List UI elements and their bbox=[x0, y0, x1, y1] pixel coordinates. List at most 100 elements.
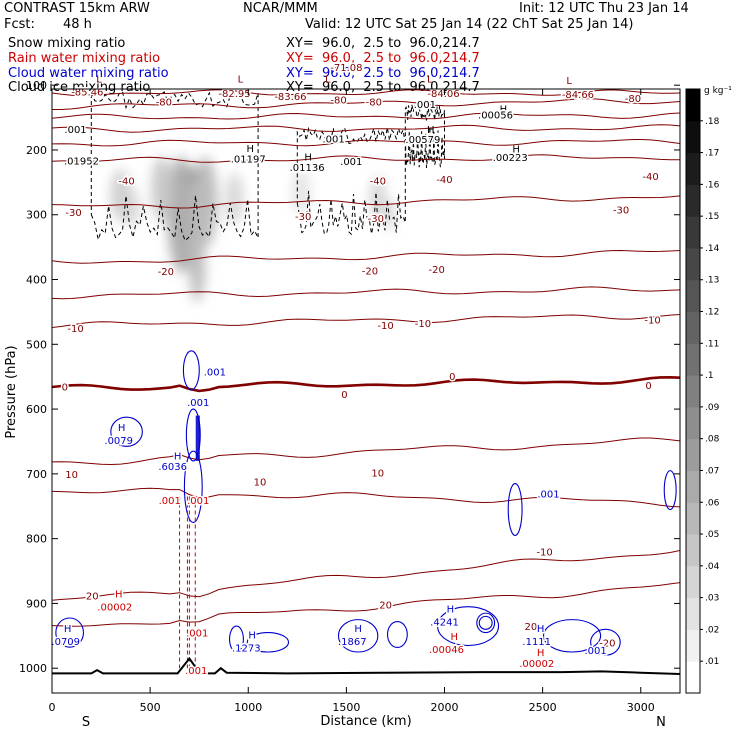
colorbar-swatch bbox=[686, 184, 700, 216]
cloud-ice-label: .001 bbox=[414, 100, 436, 111]
isotherm-label: -30 bbox=[368, 214, 384, 225]
colorbar-tick-label: .02 bbox=[705, 625, 719, 635]
isotherm-line bbox=[52, 438, 680, 465]
x-axis-title: Distance (km) bbox=[320, 714, 411, 729]
isotherm-label: 0 bbox=[341, 390, 347, 401]
cloud-water-label: H bbox=[447, 605, 455, 616]
isotherm-label: 10 bbox=[254, 478, 267, 489]
colorbar-tick-label: .13 bbox=[705, 276, 719, 286]
cloud-ice-label: .01197 bbox=[231, 154, 266, 165]
colorbar-tick-label: .05 bbox=[705, 530, 719, 540]
colorbar-swatch bbox=[686, 280, 700, 312]
x-tick-label: 500 bbox=[140, 701, 161, 714]
cloud-water-label: H bbox=[118, 423, 126, 434]
cloud-water-contour bbox=[479, 616, 492, 629]
isotherm-line bbox=[52, 196, 680, 208]
plot-frame bbox=[52, 89, 680, 693]
snow-shade-blob bbox=[151, 156, 172, 221]
isotherm-label: -82.95 bbox=[218, 89, 250, 100]
rain-water-label: .001 bbox=[187, 496, 209, 507]
cloud-water-label: .6036 bbox=[158, 462, 187, 473]
cloud-water-contour bbox=[183, 351, 199, 390]
y-tick-label: 100 bbox=[26, 79, 47, 92]
cloud-water-label: .001 bbox=[204, 368, 226, 379]
isotherm-label: -10 bbox=[67, 324, 83, 335]
cloud-ice-label: .01952 bbox=[64, 156, 99, 167]
colorbar-tick-label: .01 bbox=[705, 657, 719, 667]
cloud-water-label: H bbox=[64, 624, 72, 635]
isotherm-line bbox=[52, 377, 680, 391]
y-tick-label: 1000 bbox=[19, 662, 47, 675]
rain-water-label: H bbox=[115, 590, 123, 601]
snow-shading-layer bbox=[110, 156, 395, 302]
isotherm-label: -10 bbox=[536, 548, 552, 559]
y-tick-label: 200 bbox=[26, 144, 47, 157]
terrain-surface bbox=[52, 659, 680, 675]
cloud-ice-label: .001 bbox=[64, 125, 86, 136]
colorbar-swatch bbox=[686, 153, 700, 185]
cloud-water-label: H bbox=[537, 624, 545, 635]
cloud-water-label: .001 bbox=[187, 398, 209, 409]
colorbar-swatch bbox=[686, 121, 700, 153]
isotherm-contours bbox=[52, 90, 680, 627]
isotherm-label: -71.08 bbox=[330, 63, 362, 74]
isotherm-line bbox=[52, 140, 680, 146]
isotherm-label: -83.66 bbox=[274, 92, 306, 103]
extremum-marker: L bbox=[427, 75, 433, 86]
isotherm-label: -80 bbox=[625, 94, 641, 105]
colorbar-swatch bbox=[686, 629, 700, 661]
cloud-water-label: H bbox=[354, 624, 362, 635]
north-end-label: N bbox=[656, 715, 666, 730]
isotherm-label: -40 bbox=[370, 176, 386, 187]
isotherm-label: -40 bbox=[118, 176, 134, 187]
cloud-water-contour bbox=[388, 622, 408, 648]
cloud-water-label: .0079 bbox=[104, 436, 133, 447]
isotherm-label: 0 bbox=[645, 381, 651, 392]
extremum-marker: L bbox=[96, 75, 102, 86]
colorbar-swatch bbox=[686, 248, 700, 280]
contour-labels: -71.08 -85.46 -80 -82.95 -83.66 -80 -80 -84.06 -… bbox=[51, 63, 660, 677]
colorbar-tick-label: .1 bbox=[705, 371, 714, 381]
isotherm-label: -40 bbox=[642, 172, 658, 183]
isotherm-line bbox=[52, 113, 680, 119]
isotherm-label: -30 bbox=[65, 208, 81, 219]
colorbar-unit: g kg⁻¹ bbox=[704, 86, 732, 96]
colorbar-swatch bbox=[686, 89, 700, 121]
cloud-water-label: .1111 bbox=[522, 637, 551, 648]
isotherm-label: -80 bbox=[156, 97, 172, 108]
isotherm-line bbox=[52, 125, 680, 133]
rain-water-label: .00002 bbox=[519, 659, 554, 670]
isotherm-line bbox=[52, 488, 680, 507]
rain-water-label: .001 bbox=[185, 666, 207, 677]
cloud-ice-label: .00223 bbox=[493, 153, 528, 164]
isotherm-label: -40 bbox=[436, 175, 452, 186]
colorbar-swatch bbox=[686, 216, 700, 248]
cloud-water-contours bbox=[56, 351, 676, 655]
cloud-water-label: H bbox=[174, 452, 182, 463]
isotherm-label: 0 bbox=[62, 382, 68, 393]
cloud-water-label: .1867 bbox=[338, 637, 367, 648]
rain-water-label: H bbox=[451, 632, 459, 643]
isotherm-label: 10 bbox=[65, 470, 78, 481]
isotherm-label: -10 bbox=[377, 321, 393, 332]
isotherm-label: 10 bbox=[371, 469, 384, 480]
colorbar-tick-label: .09 bbox=[705, 403, 720, 413]
colorbar-tick-label: .18 bbox=[705, 117, 720, 127]
isotherm-line bbox=[52, 251, 680, 264]
y-tick-label: 600 bbox=[26, 403, 47, 416]
colorbar-tick-label: .15 bbox=[705, 212, 719, 222]
extremum-marker: H bbox=[304, 152, 312, 163]
y-tick-label: 400 bbox=[26, 274, 47, 287]
colorbar-tick-label: .08 bbox=[705, 435, 720, 445]
colorbar-swatch bbox=[686, 470, 700, 502]
cloud-water-label: .1273 bbox=[232, 643, 261, 654]
x-tick-label: 3000 bbox=[627, 701, 655, 714]
isotherm-line bbox=[52, 551, 680, 601]
rain-water-label: .00002 bbox=[97, 603, 132, 614]
isotherm-label: -10 bbox=[644, 316, 660, 327]
colorbar-tick-label: .06 bbox=[705, 498, 720, 508]
isotherm-label: -80 bbox=[366, 97, 382, 108]
isotherm-label: -30 bbox=[613, 206, 629, 217]
isotherm-label: -30 bbox=[295, 212, 311, 223]
x-tick-label: 0 bbox=[49, 701, 56, 714]
